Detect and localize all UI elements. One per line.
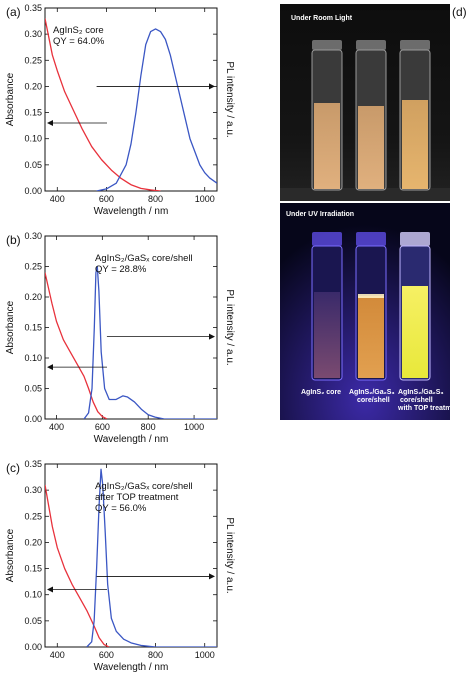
x-axis-label: Wavelength / nm [94,434,169,445]
absorbance-arrowhead [47,586,53,593]
y-tick-label: 0.00 [24,414,42,424]
uv-vial-3 [399,232,431,381]
pl-arrowhead [209,333,215,340]
absorbance-curve [45,18,161,191]
absorbance-curve [45,272,108,419]
vial-label-3-line-2: core/shell [400,397,433,404]
room-vial-2 [355,40,387,191]
x-tick-label: 600 [95,422,110,432]
y-tick-label: 0.20 [24,292,42,302]
x-tick-label: 600 [99,194,114,204]
pl-curve [83,265,217,419]
vial-label-1-line-1: AgInS₂ core [301,389,341,396]
y-tick-label: 0.35 [24,459,42,469]
y-tick-label: 0.05 [24,616,42,626]
y-axis-label: Absorbance [5,72,16,126]
y2-axis-label: PL intensity / a.u. [224,289,235,365]
y-tick-label: 0.15 [24,323,42,333]
chart-panel-b: 0.00 0.05 0.10 0.15 0.20 0.25 0.30 400 600 800 100… [5,231,235,445]
annotation-line: QY = 28.8% [95,264,147,275]
y-tick-label: 0.25 [24,511,42,521]
chart-panel-a: 0.00 0.05 0.10 0.15 0.20 0.25 0.30 0.35 400 600 80… [5,3,235,217]
y-tick-label: 0.00 [24,186,42,196]
y-tick-label: 0.10 [24,134,42,144]
y-tick-label: 0.35 [24,3,42,13]
absorbance-curve [45,484,110,647]
y-axis-label: Absorbance [5,300,16,354]
x-tick-label: 600 [99,650,114,660]
y-tick-label: 0.25 [24,262,42,272]
absorbance-arrowhead [47,364,53,371]
y-tick-label: 0.20 [24,81,42,91]
x-axis-label: Wavelength / nm [94,206,169,217]
vial-label-2-line-2: core/shell [357,397,390,404]
annotation-line: AgInS₂ core [53,25,104,36]
x-tick-label: 1000 [195,650,215,660]
plot-frame [44,463,218,648]
pl-arrowhead [209,83,215,90]
pl-curve [96,28,217,191]
y2-axis-label: PL intensity / a.u. [224,61,235,137]
y-tick-label: 0.20 [24,537,42,547]
x-tick-label: 800 [141,422,156,432]
y-axis-label: Absorbance [5,528,16,582]
panel-label-d: (d) [452,5,467,19]
x-tick-label: 1000 [184,422,204,432]
x-axis-label: Wavelength / nm [94,662,169,673]
shelf [280,188,450,201]
annotation-line: QY = 56.0% [95,503,147,514]
y-tick-label: 0.10 [24,590,42,600]
panel-label-a: (a) [6,5,21,19]
vial-label-3-line-3: with TOP treatment [397,405,463,412]
room-vial-3 [399,40,431,191]
annotation-line: QY = 64.0% [53,36,105,47]
y-tick-label: 0.30 [24,485,42,495]
absorbance-arrowhead [47,120,53,127]
y-tick-label: 0.15 [24,108,42,118]
pl-curve [86,468,217,647]
y-tick-label: 0.25 [24,55,42,65]
x-tick-label: 400 [49,422,64,432]
y-tick-label: 0.30 [24,29,42,39]
annotation-line: AgInS₂/GaSₓ core/shell [95,253,193,264]
x-tick-label: 1000 [195,194,215,204]
y-tick-label: 0.05 [24,384,42,394]
vials-photograph: Under Room Light Under UV Irradiation [280,4,463,420]
x-tick-label: 800 [148,650,163,660]
y2-axis-label: PL intensity / a.u. [224,517,235,593]
vial-label-2-line-1: AgInS₂/Ga₂S₃ [349,389,395,396]
y-tick-label: 0.10 [24,353,42,363]
annotation-line: after TOP treatment [95,492,179,503]
pl-arrowhead [209,573,215,580]
uv-caption: Under UV Irradiation [286,211,354,218]
y-tick-label: 0.05 [24,160,42,170]
x-tick-label: 400 [50,650,65,660]
vial-label-3-line-1: AgInS₂/Ga₂S₃ [398,389,444,396]
panel-label-c: (c) [6,461,20,475]
annotation-line: AgInS₂/GaSₓ core/shell [95,481,193,492]
y-tick-label: 0.00 [24,642,42,652]
y-tick-label: 0.15 [24,564,42,574]
chart-panel-c: 0.00 0.05 0.10 0.15 0.20 0.25 0.30 0.35 400 600 80… [5,459,235,673]
uv-vial-2 [355,232,387,381]
plot-frame [44,7,218,192]
room-vial-1 [311,40,343,191]
uv-vial-1 [311,232,343,381]
x-tick-label: 400 [50,194,65,204]
x-tick-label: 800 [148,194,163,204]
y-tick-label: 0.30 [24,231,42,241]
room-light-caption: Under Room Light [291,15,353,22]
panel-label-b: (b) [6,233,21,247]
